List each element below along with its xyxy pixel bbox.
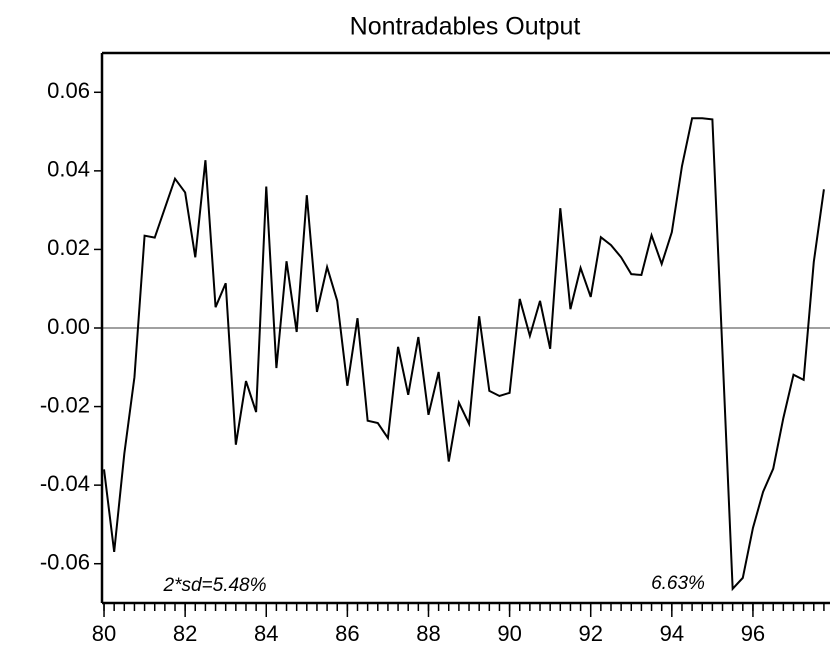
x-tick-label: 96	[741, 621, 765, 646]
x-tick-label: 86	[335, 621, 359, 646]
y-tick-label: 0.06	[47, 78, 90, 103]
y-tick-label: -0.04	[40, 471, 90, 496]
x-tick-label: 92	[578, 621, 602, 646]
x-tick-label: 90	[497, 621, 521, 646]
line-series	[103, 117, 825, 592]
y-tick-label: -0.06	[40, 550, 90, 575]
annotation: 2*sd=5.48%	[163, 575, 267, 596]
x-tick-label: 88	[416, 621, 440, 646]
x-tick-label: 82	[173, 621, 197, 646]
chart-title: Nontradables Output	[350, 13, 581, 41]
y-tick-label: 0.04	[47, 157, 90, 182]
y-tick-label: 0.00	[47, 314, 90, 339]
y-tick-label: 0.02	[47, 235, 90, 260]
x-tick-label: 84	[254, 621, 278, 646]
x-tick-label: 94	[660, 621, 684, 646]
y-tick-label: -0.02	[40, 392, 90, 417]
x-tick-label: 80	[92, 621, 116, 646]
annotation: 6.63%	[651, 573, 705, 594]
